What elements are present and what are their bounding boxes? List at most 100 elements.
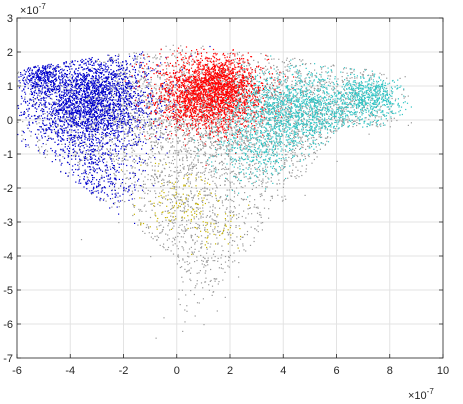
data-point xyxy=(263,67,265,69)
data-point xyxy=(267,177,269,179)
data-point xyxy=(148,200,150,203)
data-point xyxy=(217,243,219,245)
data-point xyxy=(152,148,154,150)
data-point xyxy=(150,106,152,108)
data-point xyxy=(93,102,95,104)
data-point xyxy=(103,105,105,107)
data-point xyxy=(118,70,120,72)
data-point xyxy=(289,99,292,101)
data-point xyxy=(288,104,290,106)
data-point xyxy=(174,84,176,86)
data-point xyxy=(177,254,179,256)
data-point xyxy=(176,170,178,172)
data-point xyxy=(202,287,204,289)
data-point xyxy=(181,73,183,75)
data-point xyxy=(129,116,131,118)
data-point xyxy=(155,68,157,70)
data-point xyxy=(170,162,172,164)
data-point xyxy=(116,129,118,131)
data-point xyxy=(317,131,319,133)
data-point xyxy=(202,298,204,300)
data-point xyxy=(58,143,60,145)
data-point xyxy=(202,144,204,146)
data-point xyxy=(161,115,163,117)
data-point xyxy=(139,96,141,98)
data-point xyxy=(202,207,204,209)
data-point xyxy=(244,192,246,194)
data-point xyxy=(32,99,34,101)
data-point xyxy=(152,133,155,135)
data-point xyxy=(168,182,170,184)
data-point xyxy=(150,149,152,151)
data-point xyxy=(354,114,356,116)
data-point xyxy=(181,75,183,77)
data-point xyxy=(144,71,146,74)
data-point xyxy=(163,243,165,245)
data-point xyxy=(122,79,124,81)
data-point xyxy=(77,91,79,93)
data-point xyxy=(139,138,141,140)
data-point xyxy=(232,232,234,234)
data-point xyxy=(202,224,204,226)
data-point xyxy=(221,174,223,176)
data-point xyxy=(80,112,82,114)
data-point xyxy=(218,124,220,126)
data-point xyxy=(105,133,108,136)
data-point xyxy=(274,77,276,79)
data-point xyxy=(401,93,403,96)
data-point xyxy=(228,149,230,151)
data-point xyxy=(193,165,195,168)
data-point xyxy=(336,86,338,88)
data-point xyxy=(184,146,186,148)
data-point xyxy=(113,113,115,115)
data-point xyxy=(120,123,122,125)
data-point xyxy=(197,160,199,162)
data-point xyxy=(219,137,221,139)
data-point xyxy=(67,156,69,158)
data-point xyxy=(43,82,45,84)
data-point xyxy=(176,192,178,194)
data-point xyxy=(328,95,331,97)
data-point xyxy=(152,176,154,178)
data-point xyxy=(166,181,168,183)
data-point xyxy=(162,100,164,102)
data-point xyxy=(142,76,144,79)
data-point xyxy=(49,123,51,125)
data-point xyxy=(247,208,249,210)
data-point xyxy=(322,80,324,82)
data-point xyxy=(135,52,137,54)
data-point xyxy=(183,73,185,75)
data-point xyxy=(52,73,54,75)
data-point xyxy=(245,109,247,112)
data-point xyxy=(299,65,301,67)
data-point xyxy=(183,226,186,228)
data-point xyxy=(211,170,213,172)
data-point xyxy=(119,99,121,101)
data-point xyxy=(315,113,317,115)
data-point xyxy=(211,196,213,198)
data-point xyxy=(253,240,255,243)
data-point xyxy=(113,137,115,139)
data-point xyxy=(183,168,185,170)
data-point xyxy=(249,139,251,141)
data-point xyxy=(166,128,168,131)
data-point xyxy=(97,146,100,148)
data-point xyxy=(100,128,102,130)
data-point xyxy=(161,229,164,231)
data-point xyxy=(124,71,126,73)
data-point xyxy=(122,97,124,99)
data-point xyxy=(143,205,145,207)
data-point xyxy=(174,171,176,173)
data-point xyxy=(243,172,245,174)
data-point xyxy=(345,108,347,110)
data-point xyxy=(118,222,120,224)
data-point xyxy=(255,123,257,125)
data-point xyxy=(282,167,284,169)
data-point xyxy=(278,153,280,155)
data-point xyxy=(225,123,227,126)
data-point xyxy=(80,116,82,118)
data-point xyxy=(215,278,217,280)
data-point xyxy=(342,118,344,121)
data-point xyxy=(339,119,341,121)
data-point xyxy=(172,244,174,246)
